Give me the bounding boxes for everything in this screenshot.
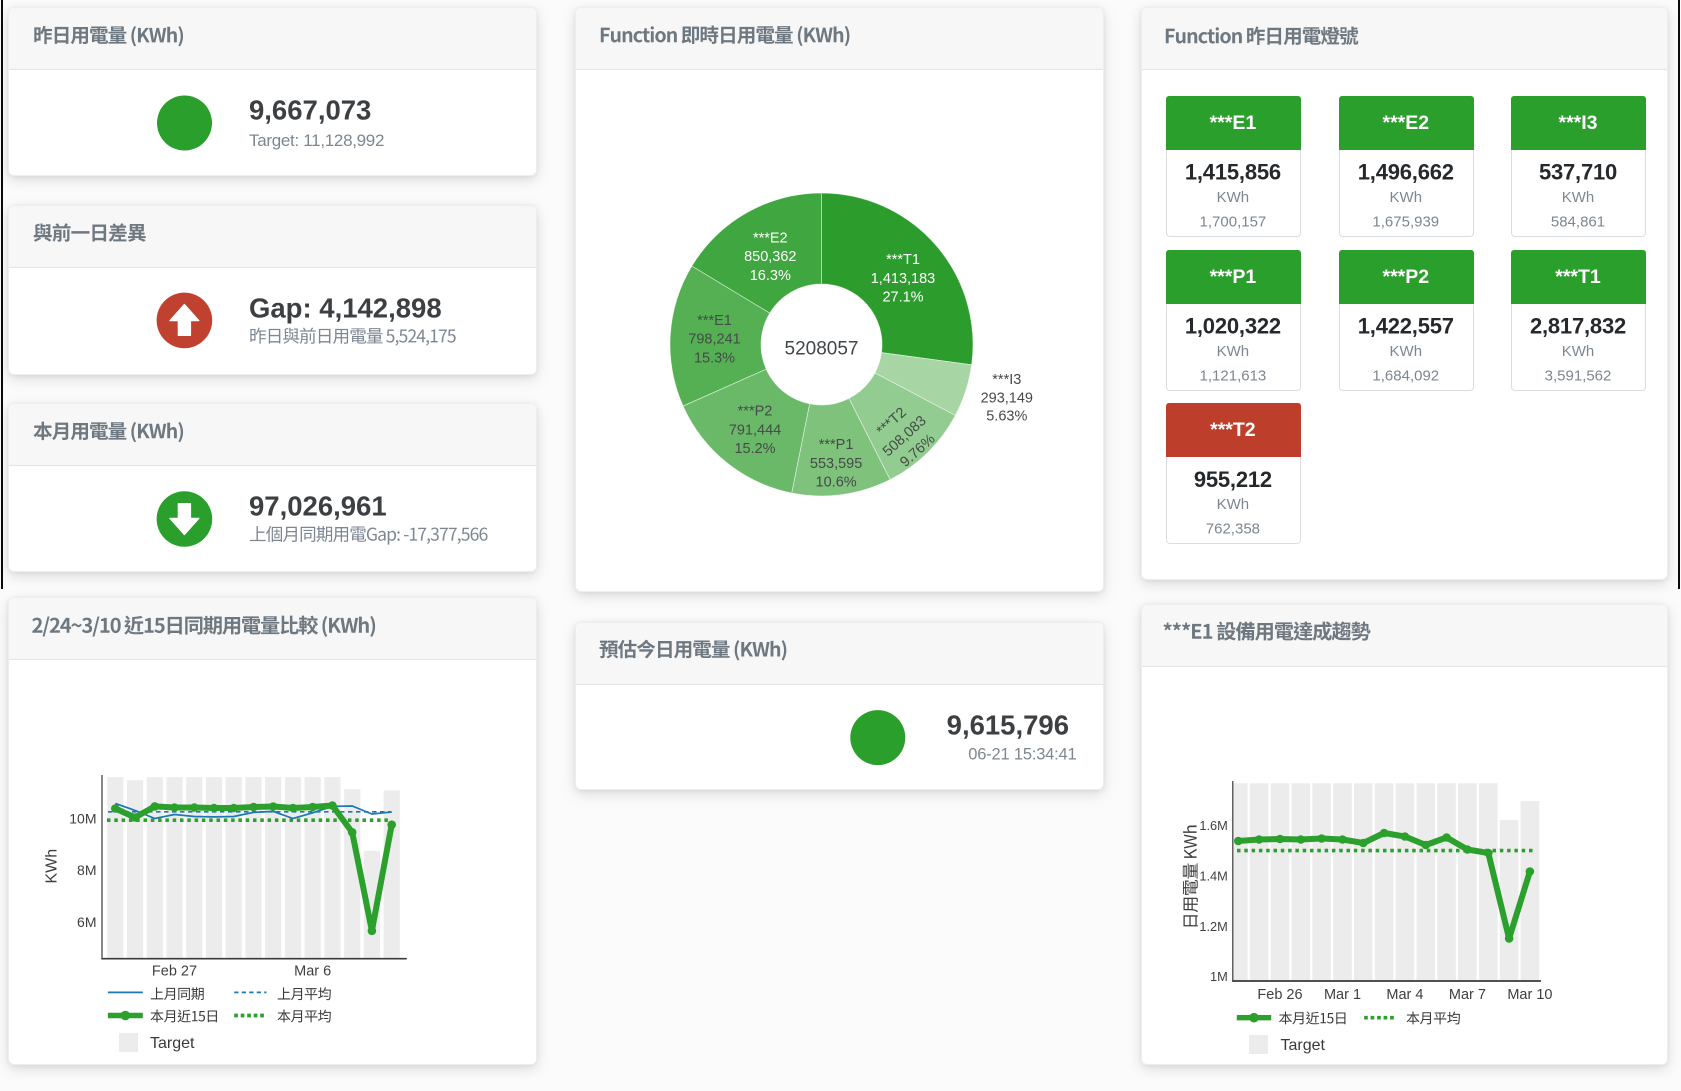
svg-text:KWh: KWh	[43, 849, 60, 884]
svg-text:1,700,157: 1,700,157	[1200, 213, 1267, 230]
svg-text:***E2: ***E2	[1382, 112, 1429, 134]
svg-text:Target: 11,128,992: Target: 11,128,992	[249, 131, 384, 150]
svg-text:1,675,939: 1,675,939	[1372, 213, 1439, 230]
svg-text:KWh: KWh	[1390, 189, 1423, 206]
svg-text:1,422,557: 1,422,557	[1358, 314, 1454, 339]
svg-text:1.6M: 1.6M	[1199, 818, 1227, 833]
svg-text:1,415,856: 1,415,856	[1185, 160, 1281, 185]
svg-text:27.1%: 27.1%	[882, 290, 923, 306]
svg-text:3,591,562: 3,591,562	[1545, 367, 1612, 384]
svg-text:6M: 6M	[77, 914, 96, 930]
svg-text:KWh: KWh	[1562, 189, 1595, 206]
svg-text:***E2: ***E2	[753, 230, 788, 246]
svg-text:KWh: KWh	[1562, 343, 1595, 360]
svg-text:Mar 10: Mar 10	[1507, 987, 1552, 1003]
svg-text:Target: Target	[1281, 1037, 1326, 1054]
svg-text:Gap: 4,142,898: Gap: 4,142,898	[249, 293, 442, 324]
svg-text:1M: 1M	[1210, 969, 1228, 984]
svg-text:***E1: ***E1	[697, 313, 732, 329]
svg-text:1,684,092: 1,684,092	[1372, 367, 1439, 384]
svg-text:Feb 27: Feb 27	[152, 964, 197, 980]
svg-text:1,121,613: 1,121,613	[1200, 367, 1267, 384]
svg-text:798,241: 798,241	[688, 332, 740, 348]
svg-text:Mar 7: Mar 7	[1449, 987, 1486, 1003]
svg-text:KWh: KWh	[1217, 189, 1250, 206]
svg-text:***P1: ***P1	[819, 437, 854, 453]
svg-text:955,212: 955,212	[1194, 467, 1272, 492]
svg-text:15.2%: 15.2%	[734, 441, 775, 457]
svg-text:***P2: ***P2	[1382, 266, 1429, 288]
svg-text:16.3%: 16.3%	[750, 268, 791, 284]
svg-text:***T2: ***T2	[1210, 419, 1256, 441]
svg-text:1,020,322: 1,020,322	[1185, 314, 1281, 339]
svg-text:06-21 15:34:41: 06-21 15:34:41	[968, 745, 1076, 763]
svg-text:***I3: ***I3	[1558, 112, 1597, 134]
svg-text:1,413,183: 1,413,183	[871, 271, 936, 287]
svg-text:97,026,961: 97,026,961	[249, 490, 387, 521]
svg-text:537,710: 537,710	[1539, 160, 1617, 185]
svg-text:Feb 26: Feb 26	[1257, 987, 1302, 1003]
svg-text:KWh: KWh	[1390, 343, 1423, 360]
svg-text:***I3: ***I3	[992, 372, 1021, 388]
svg-text:15.3%: 15.3%	[694, 351, 735, 367]
svg-text:10.6%: 10.6%	[816, 475, 857, 491]
svg-text:9,667,073: 9,667,073	[249, 94, 371, 125]
svg-text:293,149: 293,149	[981, 390, 1033, 406]
svg-text:1,496,662: 1,496,662	[1358, 160, 1454, 185]
svg-text:2,817,832: 2,817,832	[1530, 314, 1626, 339]
svg-text:762,358: 762,358	[1206, 521, 1260, 538]
svg-text:553,595: 553,595	[810, 456, 862, 472]
svg-text:1.4M: 1.4M	[1199, 869, 1227, 884]
svg-text:850,362: 850,362	[744, 249, 796, 265]
svg-text:KWh: KWh	[1217, 496, 1250, 513]
svg-text:***T1: ***T1	[886, 252, 920, 268]
svg-text:***T1: ***T1	[1555, 266, 1601, 288]
svg-text:Mar 4: Mar 4	[1386, 987, 1423, 1003]
svg-text:***P1: ***P1	[1210, 266, 1257, 288]
svg-text:5.63%: 5.63%	[986, 409, 1027, 425]
svg-text:584,861: 584,861	[1551, 213, 1605, 230]
svg-text:Target: Target	[150, 1035, 195, 1052]
svg-text:***E1: ***E1	[1210, 112, 1257, 134]
svg-text:9,615,796: 9,615,796	[947, 709, 1069, 740]
svg-text:1.2M: 1.2M	[1199, 919, 1227, 934]
svg-text:KWh: KWh	[1217, 343, 1250, 360]
svg-text:791,444: 791,444	[729, 422, 781, 438]
svg-text:5208057: 5208057	[785, 338, 859, 359]
svg-text:Mar 1: Mar 1	[1324, 987, 1361, 1003]
svg-text:10M: 10M	[69, 810, 96, 826]
svg-text:8M: 8M	[77, 862, 96, 878]
svg-text:***P2: ***P2	[738, 404, 773, 420]
svg-text:Mar 6: Mar 6	[294, 964, 331, 980]
